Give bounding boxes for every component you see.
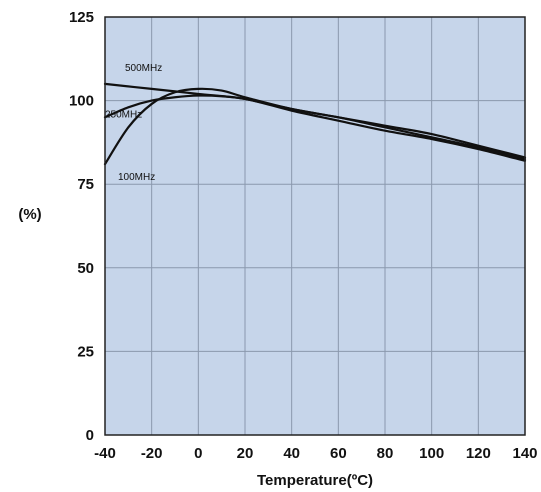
x-tick-label: 40 [283, 445, 300, 462]
series-label-500MHz: 500MHz [125, 63, 162, 74]
x-tick-label: 60 [330, 445, 347, 462]
series-label-250MHz: 250MHz [105, 109, 142, 120]
series-label-100MHz: 100MHz [118, 172, 155, 183]
x-tick-label: 0 [194, 445, 202, 462]
plot-area [105, 17, 525, 435]
y-tick-label: 75 [77, 176, 94, 193]
y-tick-labels: 0 25 50 75 100 125 [69, 9, 94, 444]
x-tick-label: 20 [237, 445, 254, 462]
series-line-100MHz [103, 87, 527, 166]
x-tick-label: 120 [466, 445, 491, 462]
x-tick-labels: -40 -20 0 20 40 60 80 100 120 140 [94, 445, 537, 462]
y-tick-label: 50 [77, 260, 94, 277]
x-tick-label: 140 [512, 445, 537, 462]
x-tick-label: 80 [377, 445, 394, 462]
x-tick-label: -20 [141, 445, 163, 462]
y-tick-label: 0 [86, 427, 94, 444]
y-tick-label: 125 [69, 9, 94, 26]
series-lines [103, 82, 527, 166]
y-tick-label: 100 [69, 93, 94, 110]
plot-border [104, 16, 526, 436]
series-labels: 500MHz 250MHz 100MHz [105, 63, 162, 183]
y-axis-label: (%) [18, 206, 41, 223]
x-axis-label: Temperature(ºC) [257, 472, 373, 489]
x-tick-label: 100 [419, 445, 444, 462]
series-line-250MHz [103, 94, 527, 159]
x-tick-label: -40 [94, 445, 116, 462]
y-tick-label: 25 [77, 343, 94, 360]
grid-lines [105, 17, 525, 435]
